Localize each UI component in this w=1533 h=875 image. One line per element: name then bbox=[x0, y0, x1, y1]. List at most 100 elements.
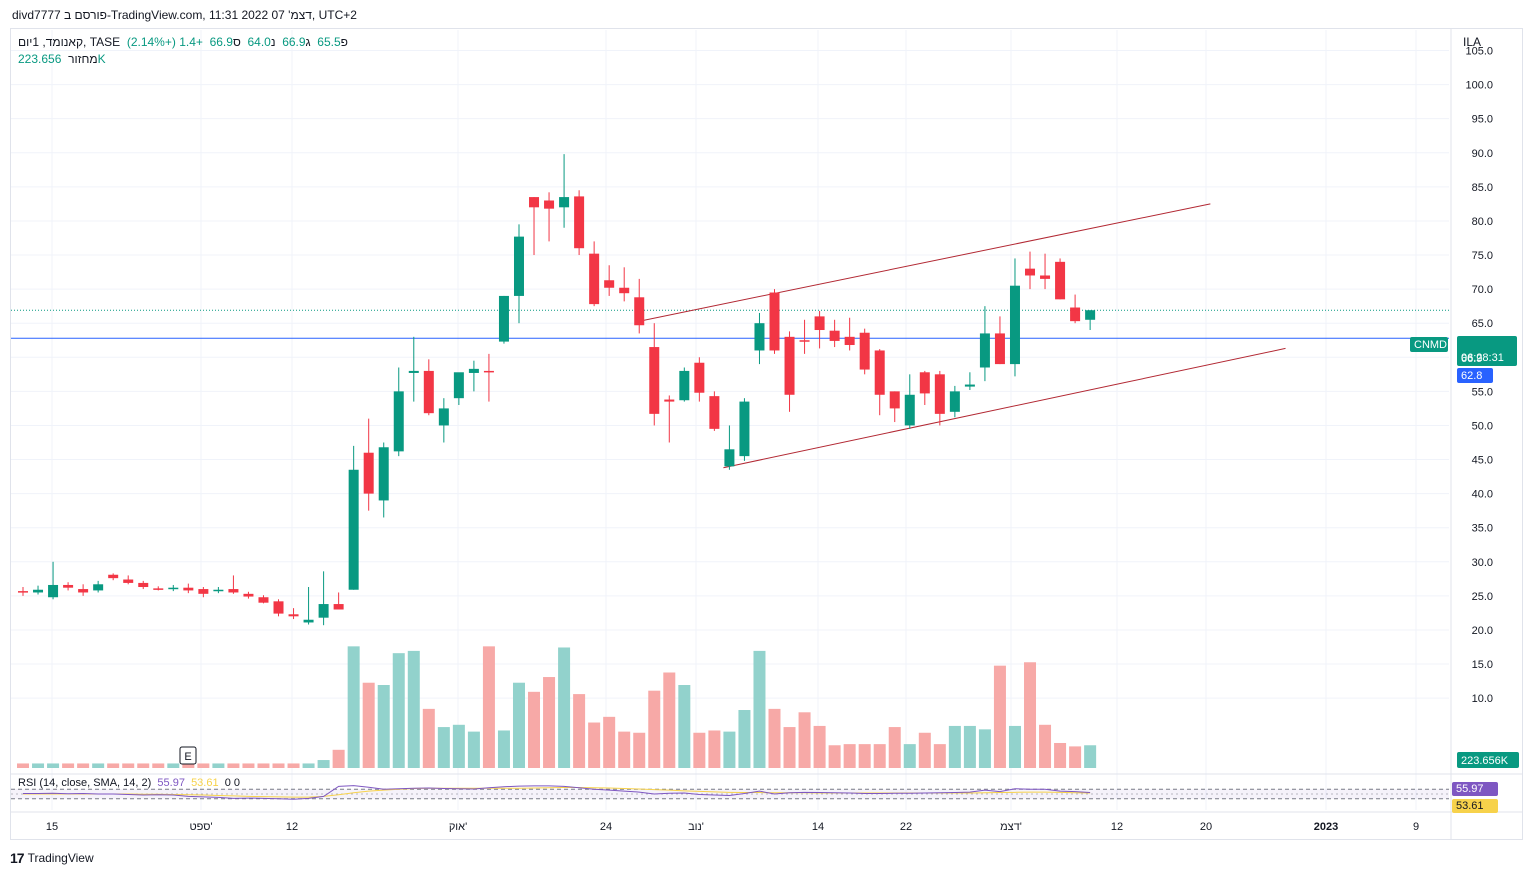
volume-bar bbox=[798, 712, 811, 768]
volume-bar bbox=[212, 763, 225, 768]
volume-bar bbox=[993, 665, 1006, 768]
volume-bar bbox=[738, 710, 751, 768]
candle-body bbox=[48, 584, 59, 598]
volume-bar bbox=[858, 744, 871, 768]
candle-body bbox=[649, 347, 660, 414]
volume-bar bbox=[633, 732, 646, 768]
volume-bar bbox=[422, 708, 435, 768]
candle-body bbox=[378, 447, 389, 501]
symbol-badge-bg bbox=[1410, 337, 1448, 352]
volume-bar bbox=[392, 653, 405, 768]
time-tick-label: 12 bbox=[286, 821, 298, 833]
volume-bar bbox=[482, 646, 495, 768]
candle-body bbox=[483, 370, 494, 373]
candle-body bbox=[589, 253, 600, 305]
candle-body bbox=[1040, 275, 1051, 279]
volume-bar bbox=[918, 732, 931, 768]
price-tick-label: 85.0 bbox=[1472, 182, 1493, 194]
open-value: 65.5 bbox=[317, 35, 341, 49]
price-tick-label: 35.0 bbox=[1472, 523, 1493, 535]
tradingview-logo-icon: 17 bbox=[10, 850, 25, 866]
candle-body bbox=[709, 396, 720, 429]
candle-body bbox=[333, 604, 344, 610]
volume-bar bbox=[497, 730, 510, 768]
volume-bar bbox=[603, 716, 616, 768]
candle-body bbox=[123, 579, 134, 583]
candle-body bbox=[93, 584, 104, 591]
candle-body bbox=[1025, 268, 1036, 276]
candle-body bbox=[904, 394, 915, 426]
candle-body bbox=[498, 295, 509, 342]
volume-bar bbox=[888, 727, 901, 768]
close-value: 66.9 bbox=[209, 35, 233, 49]
candle-body bbox=[198, 589, 209, 594]
volume-bar bbox=[467, 731, 480, 768]
volume-bar bbox=[377, 684, 390, 768]
candle-body bbox=[63, 584, 74, 588]
volume-bar bbox=[588, 722, 601, 768]
volume-bar bbox=[723, 731, 736, 768]
candle-body bbox=[559, 197, 570, 208]
countdown-badge: 06:28:31 bbox=[1461, 352, 1504, 364]
price-tick-label: 30.0 bbox=[1472, 557, 1493, 569]
time-tick-label: דצמ' bbox=[1000, 821, 1022, 833]
candle-body bbox=[769, 292, 780, 351]
candle-body bbox=[874, 350, 885, 395]
volume-bar bbox=[978, 729, 991, 768]
price-tick-label: 20.0 bbox=[1472, 625, 1493, 637]
candle-body bbox=[529, 197, 540, 208]
time-tick-label: 2023 bbox=[1314, 821, 1338, 833]
candle-body bbox=[303, 619, 314, 623]
candle-body bbox=[994, 333, 1005, 365]
candle-body bbox=[814, 316, 825, 331]
candle-body bbox=[859, 332, 870, 370]
candle-body bbox=[1055, 261, 1066, 300]
volume-bar bbox=[62, 763, 75, 768]
volume-bar bbox=[753, 650, 766, 768]
rsi-legend-label[interactable]: RSI (14, close, SMA, 14, 2) bbox=[18, 777, 152, 789]
volume-bar bbox=[317, 760, 330, 768]
candle-body bbox=[634, 297, 645, 326]
volume-bar bbox=[1024, 662, 1037, 768]
volume-bar bbox=[182, 763, 195, 768]
hline-badge-bg bbox=[1457, 368, 1493, 383]
candle-body bbox=[243, 593, 254, 597]
volume-legend: מחזור 223.656K bbox=[18, 52, 106, 66]
volume-bar bbox=[17, 763, 29, 768]
footer-brand[interactable]: 17 TradingView bbox=[10, 850, 94, 866]
price-tick-label: 55.0 bbox=[1472, 386, 1493, 398]
volume-bar bbox=[1069, 746, 1082, 768]
open-label: פ bbox=[340, 35, 348, 49]
volume-bar bbox=[152, 763, 165, 768]
candle-body bbox=[288, 614, 299, 617]
volume-bar bbox=[197, 763, 210, 768]
candle-body bbox=[213, 589, 224, 592]
candle-body bbox=[438, 408, 449, 426]
candle-body bbox=[844, 336, 855, 346]
publish-caption: divd7777 פורסם ב-TradingView.com, 11:31 … bbox=[12, 8, 357, 22]
volume-bar bbox=[618, 731, 631, 768]
volume-badge: 223.656K bbox=[1461, 755, 1509, 767]
volume-bar bbox=[77, 763, 90, 768]
candle-body bbox=[153, 588, 164, 590]
candle-body bbox=[1070, 307, 1081, 322]
symbol-badge: CNMD bbox=[1414, 339, 1447, 351]
volume-bar bbox=[873, 744, 886, 768]
price-tick-label: 90.0 bbox=[1472, 148, 1493, 160]
currency-label: ILA bbox=[1463, 35, 1482, 49]
price-tick-label: 10.0 bbox=[1472, 693, 1493, 705]
candle-body bbox=[108, 574, 119, 579]
volume-bar bbox=[783, 727, 796, 768]
time-tick-label: 24 bbox=[600, 821, 612, 833]
symbol-label[interactable]: קאנומד, 1יום, TASE bbox=[18, 35, 121, 49]
high-label: ג bbox=[305, 35, 311, 49]
volume-bar bbox=[32, 763, 45, 768]
volume-bar bbox=[257, 763, 270, 768]
volume-bar bbox=[843, 744, 856, 768]
time-tick-label: ספט' bbox=[189, 821, 212, 833]
candle-body bbox=[348, 469, 359, 590]
volume-bar bbox=[512, 682, 525, 768]
volume-bar bbox=[813, 725, 826, 768]
candle-body bbox=[513, 236, 524, 296]
